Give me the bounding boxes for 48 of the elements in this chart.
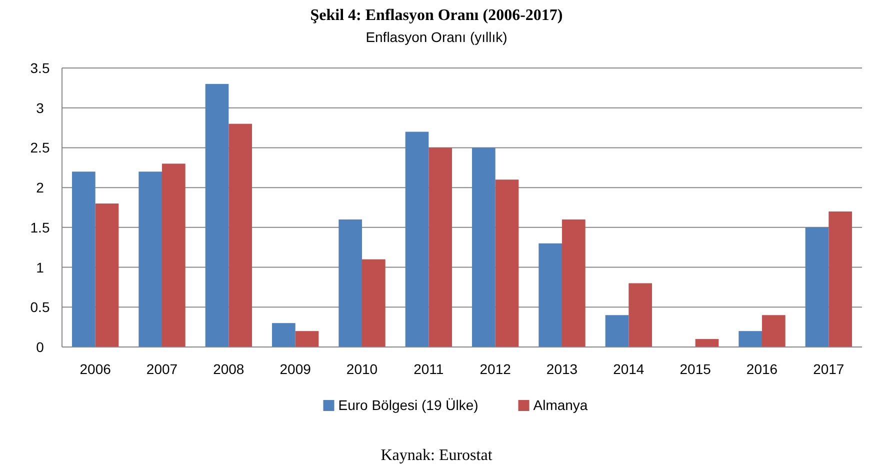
bar	[205, 84, 229, 347]
x-tick-label: 2013	[546, 361, 578, 377]
bar	[295, 331, 319, 347]
bar	[805, 227, 829, 347]
y-tick-label: 3.5	[30, 60, 50, 76]
x-tick-label: 2006	[80, 361, 112, 377]
bar	[405, 132, 429, 347]
y-tick-label: 3	[36, 100, 44, 116]
x-tick-label: 2016	[746, 361, 778, 377]
bar	[428, 148, 452, 347]
y-tick-label: 0.5	[30, 299, 50, 316]
bar	[695, 339, 719, 347]
y-tick-label: 1	[36, 259, 44, 276]
bar	[495, 180, 519, 347]
x-tick-label: 2014	[613, 361, 644, 377]
bar	[272, 323, 296, 347]
legend-label: Euro Bölgesi (19 Ülke)	[338, 397, 478, 413]
x-tick-label: 2008	[213, 361, 244, 377]
x-tick-label: 2012	[480, 361, 512, 377]
bar	[762, 315, 786, 347]
legend-label: Almanya	[533, 397, 588, 413]
bar	[605, 315, 629, 347]
bar	[738, 331, 762, 347]
bar	[162, 164, 186, 347]
bar	[538, 243, 562, 347]
bar	[562, 219, 586, 347]
x-tick-label: 2017	[813, 361, 844, 377]
bar	[95, 204, 119, 347]
bar	[472, 148, 496, 347]
chart-subtitle: Enflasyon Oranı (yıllık)	[366, 29, 508, 45]
x-tick-label: 2015	[680, 361, 712, 377]
bar	[628, 283, 652, 347]
bar	[228, 124, 252, 347]
y-tick-label: 2.5	[30, 140, 50, 156]
bar	[362, 259, 386, 347]
y-tick-label: 0	[36, 339, 44, 355]
x-tick-label: 2010	[346, 361, 378, 377]
x-tick-label: 2011	[414, 361, 444, 377]
x-tick-label: 2007	[146, 361, 178, 377]
text: Kaynak: Eurostat	[380, 447, 493, 464]
y-tick-label: 1.5	[30, 219, 50, 236]
y-tick-label: 2	[36, 180, 44, 196]
bar	[828, 211, 852, 347]
bar	[72, 172, 96, 347]
chart-title: Şekil 4: Enflasyon Oranı (2006-2017)	[310, 7, 563, 24]
bar	[138, 172, 162, 347]
bar	[338, 219, 362, 347]
x-tick-label: 2009	[280, 361, 312, 377]
